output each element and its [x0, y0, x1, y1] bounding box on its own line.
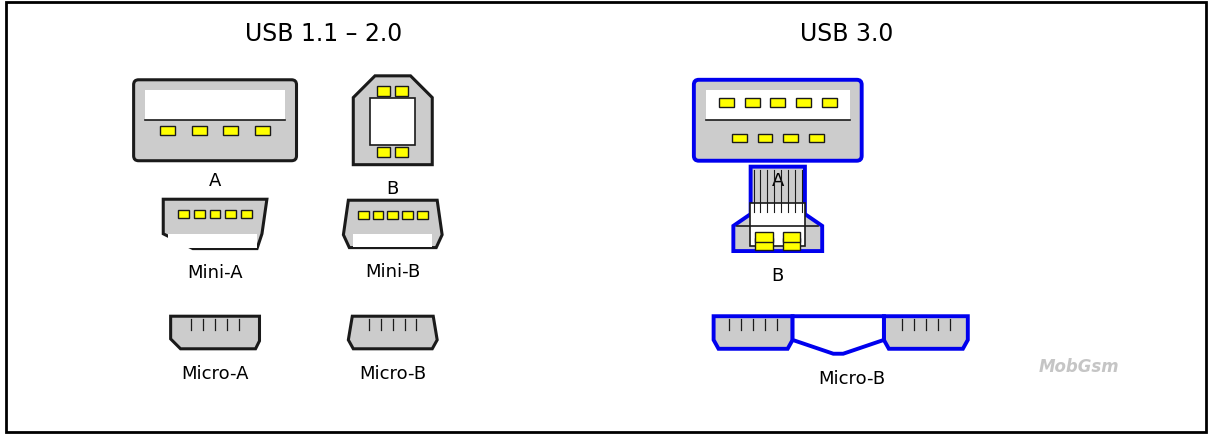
Polygon shape	[353, 76, 433, 164]
Bar	[771, 98, 785, 108]
Text: Micro-A: Micro-A	[182, 365, 248, 383]
Bar	[168, 234, 257, 248]
Polygon shape	[884, 316, 968, 349]
Bar	[191, 126, 207, 135]
Bar	[377, 85, 390, 95]
Bar	[223, 126, 239, 135]
Bar	[796, 98, 811, 108]
Polygon shape	[714, 316, 793, 349]
Bar	[225, 210, 236, 218]
Text: B: B	[387, 181, 399, 198]
Bar	[750, 203, 806, 246]
Polygon shape	[733, 167, 822, 251]
Text: MobGsm: MobGsm	[1039, 358, 1119, 376]
Bar	[783, 232, 800, 242]
Bar	[178, 210, 189, 218]
Bar	[194, 210, 205, 218]
Bar	[808, 134, 824, 142]
Polygon shape	[343, 200, 442, 248]
Text: Micro-B: Micro-B	[359, 365, 427, 383]
Bar	[822, 98, 836, 108]
Bar	[160, 126, 175, 135]
Bar	[395, 85, 408, 95]
Bar	[783, 238, 800, 250]
Text: Micro-B: Micro-B	[818, 369, 886, 388]
Bar	[755, 238, 773, 250]
Bar	[145, 90, 285, 120]
Bar	[255, 126, 270, 135]
FancyBboxPatch shape	[133, 80, 297, 161]
Bar	[358, 211, 368, 219]
Bar	[370, 98, 416, 145]
Bar	[705, 90, 850, 120]
Polygon shape	[793, 316, 884, 354]
Bar	[377, 147, 390, 157]
Bar	[353, 234, 433, 247]
Text: B: B	[772, 267, 784, 285]
Polygon shape	[348, 316, 438, 349]
Bar	[783, 134, 797, 142]
Text: Mini-B: Mini-B	[365, 263, 421, 281]
Bar	[744, 98, 760, 108]
Text: Mini-A: Mini-A	[188, 264, 242, 283]
Polygon shape	[171, 316, 259, 349]
Polygon shape	[164, 199, 267, 249]
Text: A: A	[772, 171, 784, 190]
Text: USB 3.0: USB 3.0	[800, 22, 893, 46]
Bar	[402, 211, 413, 219]
Bar	[755, 232, 773, 242]
Bar	[241, 210, 252, 218]
Bar	[719, 98, 733, 108]
Bar	[372, 211, 383, 219]
Bar	[732, 134, 747, 142]
Bar	[758, 134, 772, 142]
FancyBboxPatch shape	[693, 80, 862, 161]
Bar	[417, 211, 428, 219]
Bar	[210, 210, 221, 218]
Bar	[395, 147, 408, 157]
Bar	[388, 211, 399, 219]
Text: USB 1.1 – 2.0: USB 1.1 – 2.0	[245, 22, 402, 46]
Text: A: A	[208, 171, 222, 190]
